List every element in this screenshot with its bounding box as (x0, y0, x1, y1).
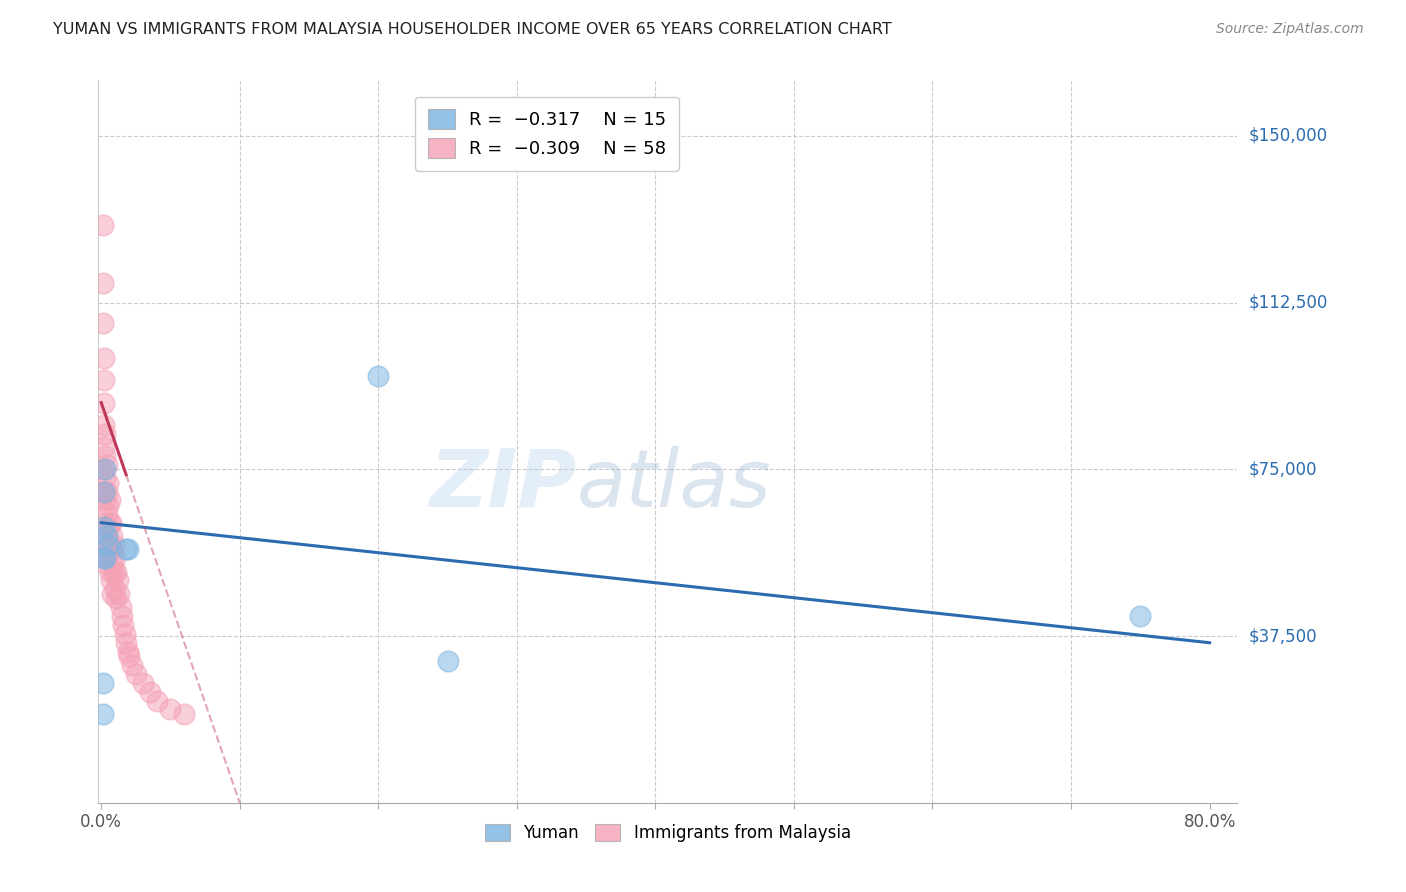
Point (138, 684, 160, 698)
Point (91, 218, 114, 232)
Text: $112,500: $112,500 (1249, 293, 1327, 311)
Point (105, 591, 128, 606)
Point (97, 498, 120, 512)
Point (94, 449, 117, 463)
Point (94, 493, 117, 508)
Point (114, 627, 136, 641)
Point (367, 368, 389, 383)
Point (93, 373, 115, 387)
Point (93, 417, 115, 432)
Point (96, 551, 118, 566)
Point (97, 538, 120, 552)
Point (96, 507, 118, 521)
Point (100, 516, 122, 530)
Point (93, 462, 115, 476)
Point (94, 538, 117, 552)
Point (98, 493, 121, 508)
Point (93, 484, 115, 499)
Point (101, 529, 124, 543)
Point (91, 675, 114, 690)
Point (145, 693, 167, 707)
Point (108, 587, 131, 601)
Point (94, 462, 117, 476)
Point (103, 538, 125, 552)
Point (125, 666, 148, 681)
Point (97, 542, 120, 557)
Text: Source: ZipAtlas.com: Source: ZipAtlas.com (1216, 22, 1364, 37)
Point (100, 574, 122, 588)
Point (91, 316, 114, 330)
Point (436, 653, 458, 667)
Legend: Yuman, Immigrants from Malaysia: Yuman, Immigrants from Malaysia (478, 817, 858, 848)
Point (93, 551, 115, 566)
Point (112, 618, 135, 632)
Point (96, 529, 118, 543)
Text: ZIP: ZIP (429, 446, 576, 524)
Text: YUMAN VS IMMIGRANTS FROM MALAYSIA HOUSEHOLDER INCOME OVER 65 YEARS CORRELATION C: YUMAN VS IMMIGRANTS FROM MALAYSIA HOUSEH… (53, 22, 893, 37)
Point (94, 556, 117, 570)
Point (94, 516, 117, 530)
Point (101, 587, 124, 601)
Point (107, 574, 129, 588)
Text: atlas: atlas (576, 446, 772, 524)
Point (101, 556, 124, 570)
Point (1129, 609, 1152, 624)
Point (121, 657, 143, 672)
Point (104, 551, 127, 566)
Text: $37,500: $37,500 (1249, 627, 1317, 645)
Point (98, 565, 121, 579)
Point (91, 706, 114, 721)
Point (94, 426, 117, 441)
Point (93, 395, 115, 409)
Point (100, 542, 122, 557)
Point (115, 636, 138, 650)
Point (110, 600, 132, 615)
Point (93, 484, 115, 499)
Point (132, 675, 155, 690)
Point (93, 351, 115, 366)
Point (117, 645, 139, 659)
Point (93, 440, 115, 454)
Point (98, 516, 121, 530)
Point (105, 565, 128, 579)
Point (97, 520, 120, 534)
Point (104, 582, 127, 597)
Point (94, 471, 117, 485)
Point (115, 542, 138, 557)
Point (111, 609, 134, 624)
Point (94, 551, 117, 566)
Point (91, 276, 114, 290)
Point (98, 538, 121, 552)
Point (93, 520, 115, 534)
Text: $150,000: $150,000 (1249, 127, 1327, 145)
Point (97, 475, 120, 490)
Point (96, 458, 118, 472)
Point (103, 565, 125, 579)
Point (96, 529, 118, 543)
Point (173, 706, 195, 721)
Point (118, 649, 141, 664)
Point (117, 542, 139, 557)
Point (96, 484, 118, 499)
Text: $75,000: $75,000 (1249, 460, 1317, 478)
Point (159, 702, 181, 716)
